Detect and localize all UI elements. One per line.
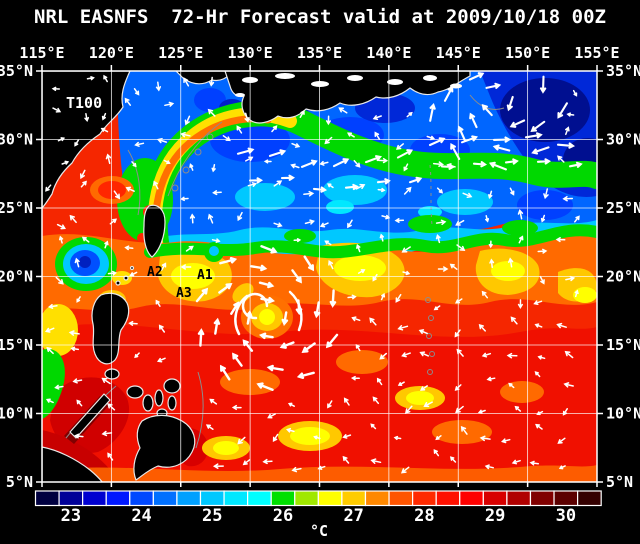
land-luzon	[91, 292, 130, 365]
lon-label: 150°E	[505, 44, 550, 62]
colorbar-cell	[223, 490, 249, 507]
colorbar-cell	[105, 490, 131, 507]
lon-label: 115°E	[19, 44, 64, 62]
annotation-A1: A1	[197, 268, 213, 283]
colorbar-cell	[129, 490, 154, 507]
lon-label: 125°E	[158, 44, 203, 62]
lat-label-left: 35°N	[0, 62, 33, 80]
current-vector-field	[44, 72, 583, 474]
colorbar-cell	[58, 490, 84, 507]
lat-label-right: 35°N	[606, 62, 640, 80]
lon-label: 135°E	[297, 44, 342, 62]
colorbar-cell	[364, 490, 390, 507]
colorbar-tick: 23	[61, 506, 81, 526]
axis-labels: 115°E 120°E 125°E 130°E 135°E 140°E 145°E 150°E…	[0, 44, 640, 491]
typhoon-swirl	[234, 290, 303, 336]
colorbar-cell	[506, 490, 532, 507]
land-japan	[224, 71, 471, 124]
colorbar-cell	[412, 490, 437, 507]
colorbar: 23 24 25 26 27 28 29 30 °C	[34, 490, 602, 540]
colorbar-cell	[317, 490, 343, 507]
colorbar-cell	[34, 490, 60, 507]
colorbar-cell	[459, 490, 484, 507]
vectors-typhoon	[195, 245, 339, 391]
page-title: NRL EASNFS 72-Hr Forecast valid at 2009/…	[34, 6, 606, 28]
lon-label: 155°E	[574, 44, 619, 62]
colorbar-cell	[270, 490, 296, 507]
colorbar-unit: °C	[310, 522, 328, 540]
lon-label: 145°E	[436, 44, 481, 62]
lat-label-left: 15°N	[0, 336, 33, 354]
colorbar-cell	[176, 490, 202, 507]
colorbar-tick: 28	[414, 506, 434, 526]
colorbar-cell	[294, 490, 319, 507]
lon-label: 120°E	[89, 44, 134, 62]
annotation-T100: T100	[66, 94, 102, 112]
land-taiwan	[143, 204, 166, 258]
colorbar-cell	[341, 490, 367, 507]
annotation-A2: A2	[147, 265, 163, 280]
lon-label: 140°E	[366, 44, 411, 62]
colorbar-cell	[577, 490, 602, 507]
colorbar-cell	[82, 490, 107, 507]
land-palawan	[69, 393, 111, 439]
colorbar-cell	[152, 490, 178, 507]
lat-label-left: 5°N	[6, 473, 33, 491]
colorbar-cell	[388, 490, 414, 507]
grid-layer	[42, 71, 597, 482]
annotation-A3: A3	[176, 286, 192, 301]
axis-ticks	[36, 65, 603, 487]
lat-label-left: 25°N	[0, 199, 33, 217]
colorbar-tick: 24	[131, 506, 151, 526]
colorbar-tick: 25	[202, 506, 222, 526]
colorbar-cell	[199, 490, 225, 507]
lat-label-right: 20°N	[606, 268, 640, 286]
colorbar-cell	[482, 490, 508, 507]
vectors-small	[44, 74, 580, 474]
lat-label-right: 5°N	[606, 473, 633, 491]
lat-label-left: 10°N	[0, 405, 33, 423]
lat-label-left: 30°N	[0, 131, 33, 149]
colorbar-tick: 27	[343, 506, 363, 526]
colorbar-cell	[529, 490, 555, 507]
vectors-medium	[236, 72, 583, 193]
lat-label-left: 20°N	[0, 268, 33, 286]
colorbar-cell	[553, 490, 579, 507]
map-annotations: T100 A2 A1 A3	[66, 94, 213, 301]
colorbar-tick: 29	[485, 506, 505, 526]
colorbar-tick: 26	[273, 506, 293, 526]
lat-label-right: 30°N	[606, 131, 640, 149]
land-mindanao	[133, 414, 196, 481]
lon-label: 130°E	[228, 44, 273, 62]
lat-label-right: 10°N	[606, 405, 640, 423]
colorbar-cell	[435, 490, 461, 507]
lat-label-right: 15°N	[606, 336, 640, 354]
colorbar-tick: 30	[556, 506, 576, 526]
lat-label-right: 25°N	[606, 199, 640, 217]
colorbar-cell	[247, 490, 272, 507]
